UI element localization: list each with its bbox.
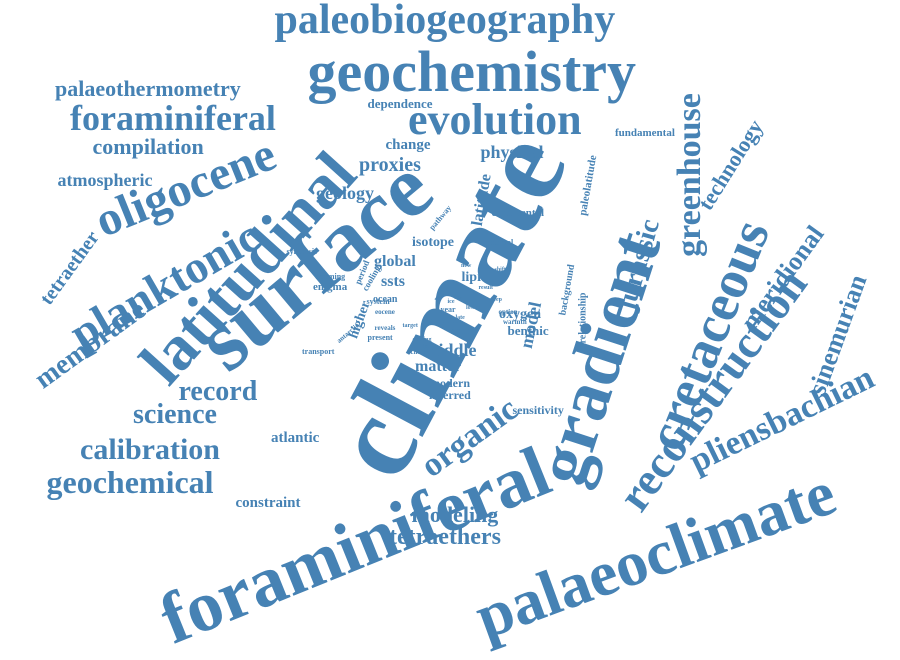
word-32: atmospheric: [57, 170, 153, 190]
word-80: drilling: [412, 337, 432, 343]
word-22: record: [178, 376, 258, 407]
word-20: calibration: [80, 433, 220, 466]
word-36: change: [385, 136, 431, 153]
word-34: geology: [316, 183, 374, 203]
word-35: physical: [480, 142, 544, 162]
word-76: reveals: [374, 323, 396, 332]
word-19: geochemical: [46, 464, 214, 500]
word-44: global: [374, 253, 416, 270]
word-12: evolution: [408, 95, 582, 144]
word-48: oxygen: [499, 307, 541, 322]
word-62: system: [366, 297, 390, 306]
word-29: palaeothermometry: [55, 76, 241, 101]
word-39: matter: [415, 358, 462, 375]
word-85: ice: [447, 299, 455, 305]
word-82: option: [498, 307, 518, 316]
word-61: ocean: [373, 294, 398, 305]
word-50: sensitivity: [512, 403, 564, 417]
word-41: atlantic: [271, 429, 320, 446]
word-27: tetraethers: [389, 524, 501, 550]
word-77: target: [402, 323, 418, 329]
word-49: benthic: [507, 322, 549, 338]
word-78: choice: [410, 347, 430, 356]
word-83: result: [478, 285, 494, 291]
word-38: middle: [423, 340, 477, 360]
word-30: compilation: [92, 134, 204, 159]
word-42: dependence: [367, 95, 433, 111]
word-90: shift: [494, 267, 506, 273]
word-21: science: [133, 399, 217, 430]
word-46: isotope: [412, 235, 454, 250]
word-68: year: [440, 305, 456, 314]
word-67: eocene: [375, 307, 395, 316]
word-87: new: [461, 263, 472, 269]
word-40: constraint: [235, 494, 301, 511]
word-65: relationship: [576, 292, 588, 344]
word-52: modern: [430, 376, 470, 390]
word-86: deep: [490, 297, 502, 303]
word-6: geochemistry: [307, 39, 637, 104]
word-51: inferred: [429, 388, 471, 402]
word-28: modeling: [411, 502, 499, 527]
word-60: transport: [302, 347, 335, 356]
word-64: sheet: [451, 326, 473, 337]
word-11: paleobiogeography: [274, 0, 616, 43]
word-56: fundamental: [615, 126, 675, 139]
word-84: late: [455, 315, 465, 321]
word-75: present: [367, 333, 393, 342]
word-54: continental: [491, 206, 545, 219]
word-89: site: [454, 295, 462, 301]
word-63: estimate: [426, 314, 458, 325]
word-33: proxies: [359, 154, 421, 176]
word-45: ssts: [381, 273, 406, 290]
word-81: warmth: [503, 317, 527, 326]
word-58: warming: [314, 272, 346, 281]
word-70: interval: [486, 238, 514, 247]
word-13: foraminiferal: [70, 98, 276, 138]
word-79: method: [410, 341, 434, 350]
word-47: lipid: [461, 270, 489, 285]
word-57: enigma: [313, 280, 348, 293]
word-59: synthesis: [286, 247, 318, 256]
word-16: greenhouse: [670, 93, 708, 257]
word-88: lower: [466, 305, 481, 311]
